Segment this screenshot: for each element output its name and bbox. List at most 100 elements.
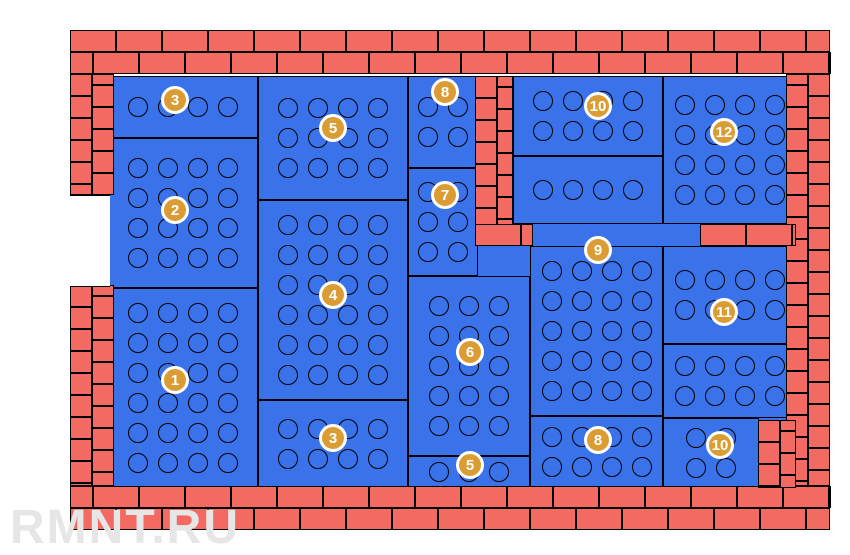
brick — [808, 316, 830, 338]
brick — [808, 96, 830, 118]
brick-col — [92, 74, 114, 195]
brick — [746, 224, 792, 246]
stud — [308, 449, 328, 469]
slab-marker: 3 — [161, 86, 189, 114]
stud-grid — [409, 277, 529, 455]
brick — [786, 371, 808, 393]
brick — [576, 30, 622, 52]
stud — [368, 305, 388, 325]
stud — [489, 356, 509, 376]
brick — [70, 461, 92, 483]
brick — [576, 508, 622, 530]
stud — [593, 180, 613, 200]
stud — [338, 305, 358, 325]
stud — [542, 381, 562, 401]
brick — [786, 327, 808, 349]
brick — [475, 186, 497, 208]
brick — [369, 486, 415, 508]
brick — [92, 428, 114, 450]
stud — [602, 321, 622, 341]
stud — [542, 291, 562, 311]
brick — [783, 486, 829, 508]
stud — [338, 215, 358, 235]
stud — [158, 393, 178, 413]
brick — [808, 470, 830, 486]
stud — [735, 270, 755, 290]
brick — [808, 294, 830, 316]
stud — [128, 393, 148, 413]
floor-slab — [663, 344, 796, 418]
stud — [563, 121, 583, 141]
stud — [572, 261, 592, 281]
stud — [705, 356, 725, 376]
stud — [368, 215, 388, 235]
stud — [623, 180, 643, 200]
brick — [93, 52, 139, 74]
brick — [254, 508, 300, 530]
brick — [461, 486, 507, 508]
stud — [188, 303, 208, 323]
brick — [668, 508, 714, 530]
brick — [323, 52, 369, 74]
stud — [675, 95, 695, 115]
brick — [806, 30, 830, 52]
brick — [786, 283, 808, 305]
diagram-stage: 32154387651098121110RMNT.RU — [0, 0, 850, 552]
stud — [218, 363, 238, 383]
stud — [218, 423, 238, 443]
brick — [70, 96, 92, 118]
brick-col — [70, 285, 92, 486]
stud — [602, 381, 622, 401]
stud — [735, 356, 755, 376]
stud — [448, 127, 468, 147]
stud — [675, 185, 695, 205]
brick — [475, 76, 497, 98]
slab-marker: 12 — [710, 118, 738, 146]
stud — [188, 158, 208, 178]
brick — [92, 173, 114, 195]
stud — [448, 212, 468, 232]
brick — [93, 486, 139, 508]
stud — [429, 356, 449, 376]
brick — [497, 87, 513, 109]
stud — [418, 127, 438, 147]
stud — [623, 91, 643, 111]
stud — [765, 300, 785, 320]
slab-marker: 9 — [584, 236, 612, 264]
brick — [484, 30, 530, 52]
stud — [278, 419, 298, 439]
brick — [92, 406, 114, 428]
stud — [188, 453, 208, 473]
stud — [158, 303, 178, 323]
stud — [716, 458, 736, 478]
brick — [346, 30, 392, 52]
stud — [278, 305, 298, 325]
stud — [542, 351, 562, 371]
stud — [705, 270, 725, 290]
brick — [139, 52, 185, 74]
brick — [116, 30, 162, 52]
brick — [497, 197, 513, 219]
brick — [829, 486, 831, 508]
stud-grid — [664, 247, 795, 343]
brick — [70, 439, 92, 461]
stud — [675, 386, 695, 406]
brick — [622, 508, 668, 530]
brick — [760, 508, 806, 530]
brick — [786, 151, 808, 173]
brick — [92, 318, 114, 340]
stud — [368, 335, 388, 355]
stud — [188, 423, 208, 443]
stud — [218, 158, 238, 178]
stud — [128, 333, 148, 353]
stud — [632, 261, 652, 281]
slab-marker: 8 — [584, 426, 612, 454]
stud — [158, 453, 178, 473]
brick — [808, 448, 830, 470]
slab-marker: 11 — [710, 298, 738, 326]
brick-row — [70, 508, 830, 530]
brick — [300, 30, 346, 52]
brick — [461, 52, 507, 74]
stud — [158, 333, 178, 353]
brick — [808, 140, 830, 162]
